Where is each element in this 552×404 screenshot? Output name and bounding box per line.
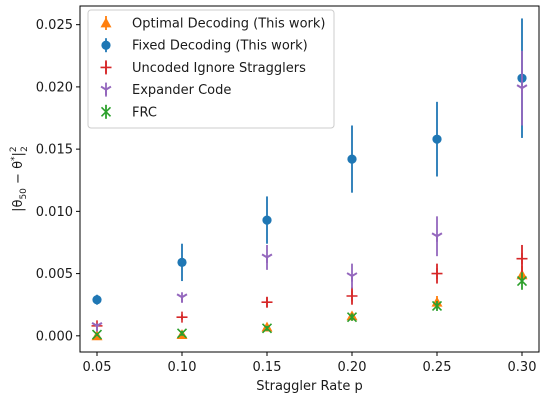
data-point xyxy=(346,290,358,302)
data-point xyxy=(91,329,103,340)
data-point xyxy=(176,311,188,323)
data-point xyxy=(176,293,188,303)
x-tick-label: 0.25 xyxy=(423,360,452,375)
data-point xyxy=(177,257,187,267)
data-point xyxy=(347,154,357,164)
y-tick-label: 0.015 xyxy=(36,143,73,158)
legend: Optimal Decoding (This work) Fixed Decodi… xyxy=(87,9,335,129)
plot-frame xyxy=(79,5,540,353)
legend-label: Optimal Decoding (This work) xyxy=(132,17,325,32)
series-triangle-up xyxy=(91,266,528,341)
legend-marker xyxy=(100,106,112,117)
legend-label: Expander Code xyxy=(132,83,231,98)
legend-entry: Fixed Decoding (This work) xyxy=(101,38,308,54)
data-point xyxy=(261,323,273,334)
y-tick-label: 0.020 xyxy=(36,80,73,95)
data-point xyxy=(431,232,443,242)
y-tick-label: 0.010 xyxy=(36,205,73,220)
data-point xyxy=(431,268,443,280)
data-point xyxy=(346,272,358,282)
y-axis-label: |θ50 − θ*|22 xyxy=(9,146,30,212)
y-tick-label: 0.000 xyxy=(36,329,73,344)
legend-marker xyxy=(101,40,111,50)
legend-entry: FRC xyxy=(100,104,157,120)
legend-entry: Expander Code xyxy=(100,82,231,98)
data-point xyxy=(262,215,272,225)
y-axis: 0.000 0.005 0.010 0.015 0.020 0.025 xyxy=(36,18,80,344)
legend-label: Fixed Decoding (This work) xyxy=(132,39,308,54)
y-axis-label-part: 50 xyxy=(19,188,29,200)
series-layer xyxy=(91,18,528,341)
x-tick-label: 0.15 xyxy=(253,360,282,375)
data-point xyxy=(516,84,528,94)
x-tick-label: 0.10 xyxy=(168,360,197,375)
series-plus xyxy=(91,244,528,332)
data-point xyxy=(176,328,188,339)
legend-marker xyxy=(100,85,112,96)
data-point xyxy=(346,312,358,323)
x-tick-label: 0.05 xyxy=(83,360,112,375)
legend-entry: Uncoded Ignore Stragglers xyxy=(100,60,306,76)
x-tick-label: 0.20 xyxy=(338,360,367,375)
data-point xyxy=(431,300,443,312)
y-axis-label-part: 2 xyxy=(20,146,30,152)
legend-entry: Optimal Decoding (This work) xyxy=(100,16,325,32)
data-point xyxy=(91,321,103,332)
series-tri-down xyxy=(91,50,528,332)
legend-marker xyxy=(100,61,112,73)
y-axis-label-part: − θ xyxy=(11,161,26,188)
y-tick-label: 0.025 xyxy=(36,18,73,33)
data-point xyxy=(261,253,273,263)
y-axis-label-part: * xyxy=(10,156,20,161)
y-axis-label-part: |θ xyxy=(11,200,26,212)
x-axis-label: Straggler Rate p xyxy=(256,379,362,394)
legend-marker xyxy=(100,17,112,28)
x-tick-label: 0.30 xyxy=(508,360,537,375)
data-point xyxy=(516,275,528,287)
data-point xyxy=(432,134,442,144)
x-axis: 0.05 0.10 0.15 0.20 0.25 0.30 xyxy=(83,352,537,375)
y-tick-label: 0.005 xyxy=(36,267,73,282)
legend-label: FRC xyxy=(132,105,157,120)
legend-label: Uncoded Ignore Stragglers xyxy=(132,61,306,76)
data-point xyxy=(516,253,528,265)
series-x xyxy=(91,272,528,340)
y-axis-label-part: | xyxy=(11,152,26,156)
data-point xyxy=(261,296,273,308)
legend-box xyxy=(87,9,335,129)
data-point xyxy=(92,295,102,305)
y-axis-label-part: 2 xyxy=(9,146,19,152)
